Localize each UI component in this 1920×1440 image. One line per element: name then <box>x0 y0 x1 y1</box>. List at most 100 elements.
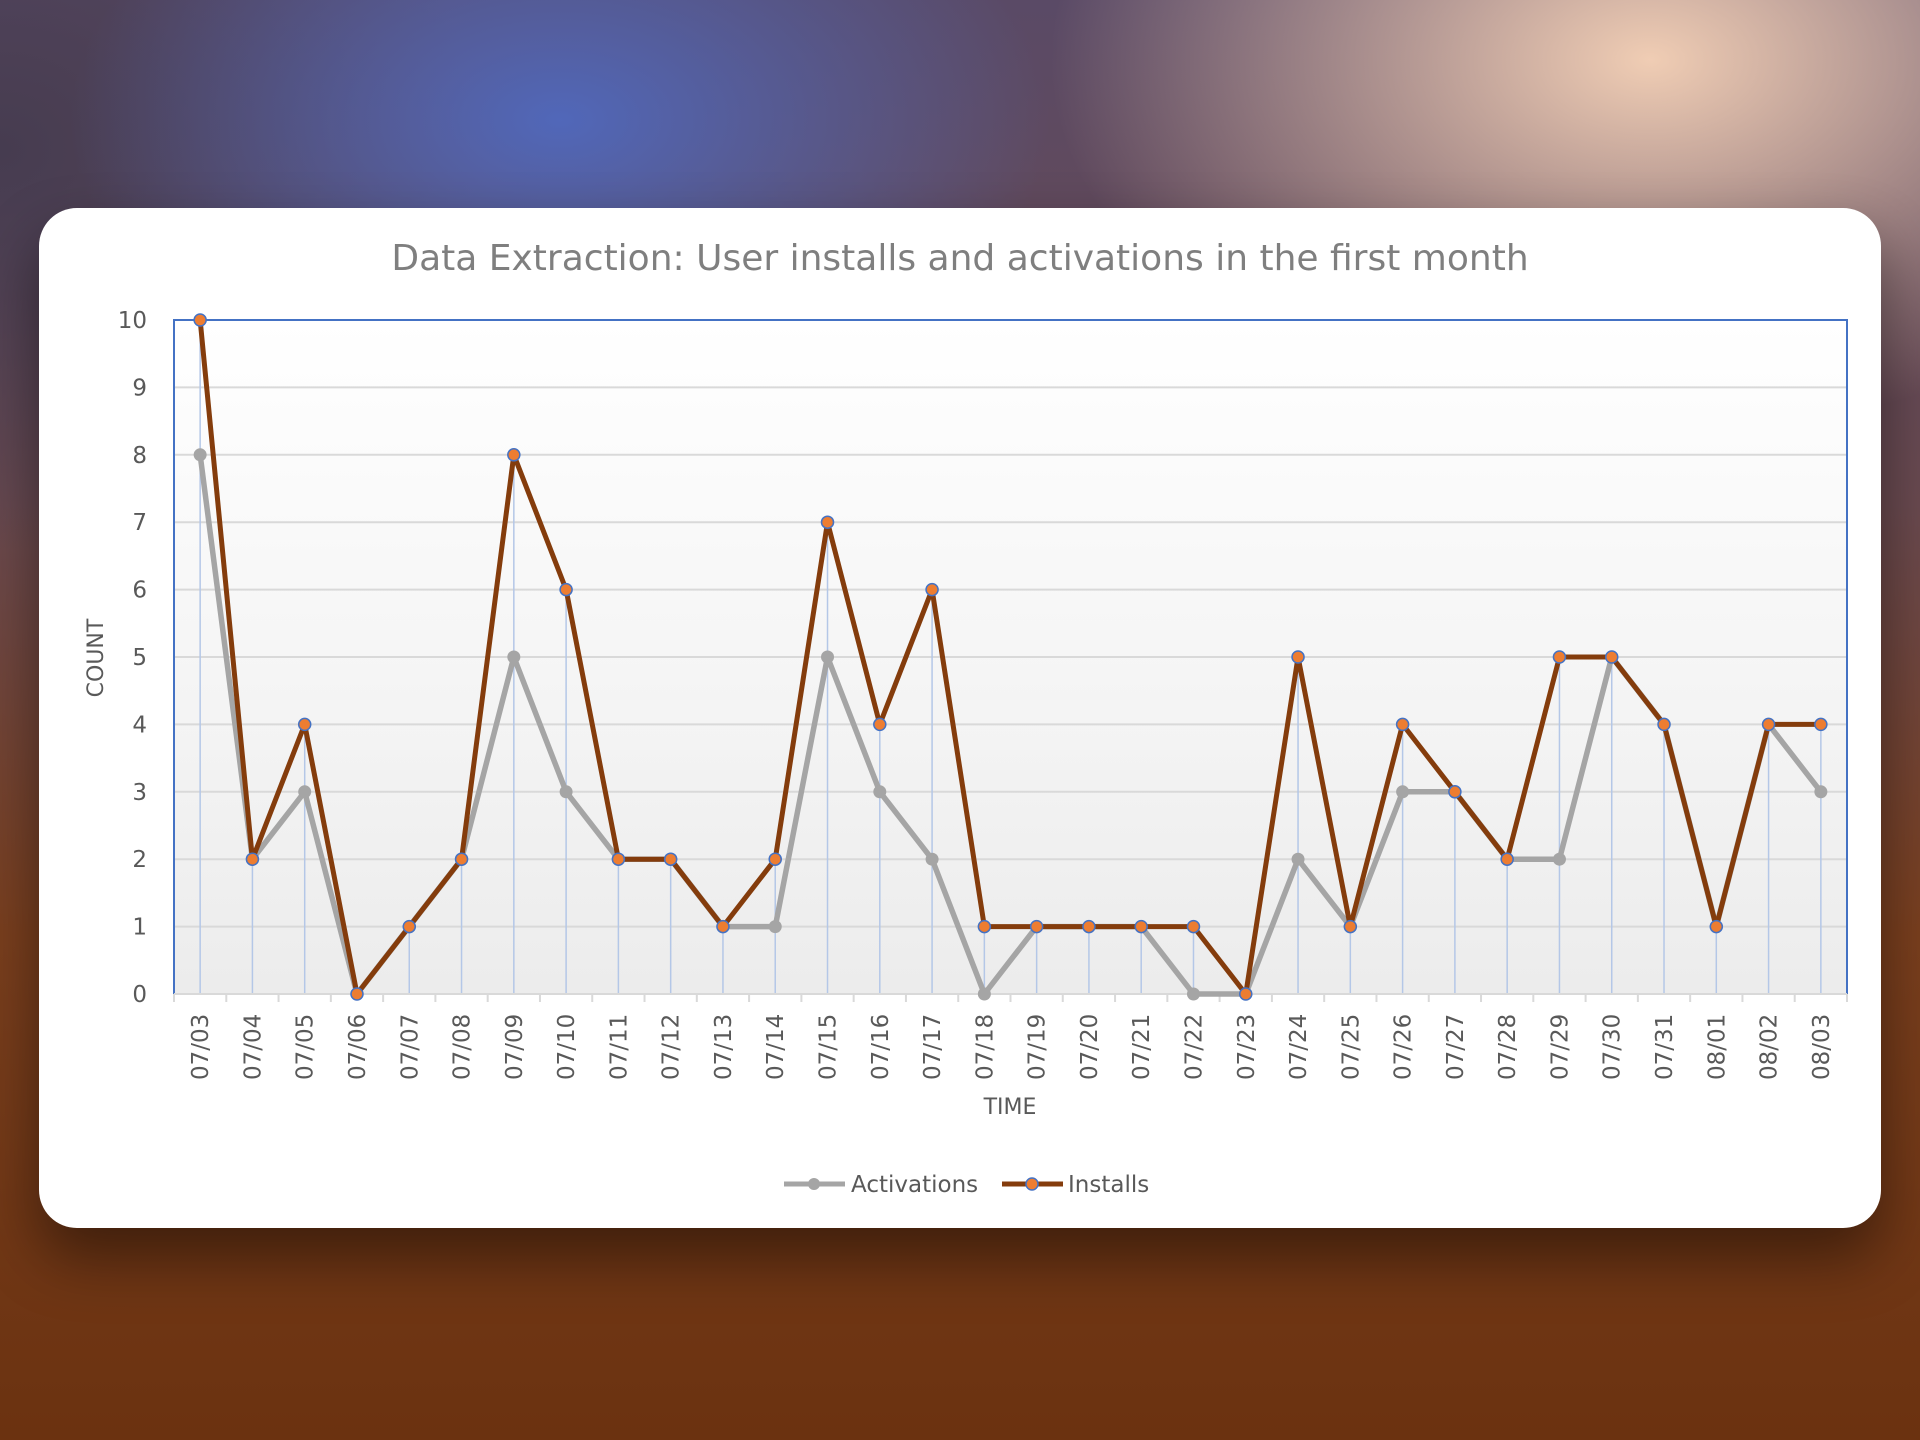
y-tick-label: 4 <box>132 712 147 738</box>
activations-point <box>1814 785 1828 799</box>
x-tick-label: 07/06 <box>345 1014 371 1080</box>
x-tick-label: 07/07 <box>397 1014 423 1080</box>
installs-point <box>1761 717 1776 732</box>
installs-point <box>1657 717 1671 732</box>
x-tick-label: 07/23 <box>1234 1014 1260 1080</box>
x-tick-label: 07/17 <box>920 1014 946 1080</box>
x-tick-label: 07/05 <box>293 1014 319 1080</box>
x-tick-label: 07/14 <box>763 1014 789 1080</box>
installs-point <box>297 717 312 732</box>
x-tick-label: 07/29 <box>1547 1014 1573 1080</box>
legend-activations-marker <box>808 1178 820 1190</box>
legend-installs-marker <box>1025 1177 1039 1191</box>
activations-point <box>559 785 573 799</box>
installs-point <box>350 987 364 1001</box>
installs-point <box>977 919 992 934</box>
activations-point <box>768 920 782 934</box>
x-tick-label: 07/15 <box>816 1014 842 1080</box>
installs-point <box>716 919 730 934</box>
series-line-activations <box>197 454 1824 997</box>
installs-point <box>245 852 260 866</box>
x-tick-label: 07/26 <box>1391 1014 1417 1080</box>
y-tick-label: 1 <box>132 915 147 941</box>
installs-point <box>193 313 207 327</box>
installs-point <box>611 852 626 866</box>
installs-point <box>454 852 469 866</box>
activations-point <box>1396 785 1410 799</box>
installs-point <box>925 582 939 597</box>
activations-point <box>873 785 887 799</box>
x-tick-label: 07/25 <box>1338 1014 1364 1080</box>
installs-point <box>507 448 521 462</box>
plot-border <box>173 319 1848 994</box>
y-tick-label: 3 <box>132 780 147 806</box>
y-tick-label: 8 <box>132 443 147 469</box>
y-tick-label: 9 <box>132 375 147 401</box>
installs-point <box>1291 650 1305 664</box>
installs-point <box>1395 717 1410 732</box>
installs-point <box>1709 919 1724 934</box>
x-tick-label: 07/16 <box>868 1014 894 1080</box>
x-tick-label: 07/04 <box>240 1014 266 1080</box>
installs-point <box>663 852 678 866</box>
installs-point <box>873 717 887 732</box>
x-tick-label: 07/20 <box>1077 1014 1103 1080</box>
activations-point <box>821 650 835 664</box>
installs-point <box>1552 650 1567 664</box>
activations-point <box>1186 987 1200 1001</box>
series-line-installs <box>197 319 1821 997</box>
installs-point <box>1500 852 1514 866</box>
activations-point <box>977 987 991 1001</box>
x-tick-label: 08/03 <box>1809 1014 1835 1080</box>
installs-point <box>1186 919 1201 934</box>
x-axis-label: TIME <box>983 1095 1037 1120</box>
installs-point <box>768 852 782 866</box>
activations-point <box>925 852 939 866</box>
y-axis-label: COUNT <box>84 618 109 697</box>
y-tick-label: 10 <box>118 308 147 334</box>
x-tick-label: 07/30 <box>1600 1014 1626 1080</box>
installs-point <box>1448 785 1462 799</box>
y-tick-label: 0 <box>132 982 147 1008</box>
x-tick-label: 07/12 <box>659 1014 685 1080</box>
activations-point <box>193 448 207 462</box>
x-tick-label: 07/10 <box>554 1014 580 1080</box>
installs-point <box>1029 919 1044 934</box>
installs-point <box>559 582 573 597</box>
y-tick-label: 5 <box>132 645 147 671</box>
installs-point <box>402 919 417 934</box>
chart-title: Data Extraction: User installs and activ… <box>391 238 1528 279</box>
x-tick-label: 07/21 <box>1129 1014 1155 1080</box>
legend-installs-label: Installs <box>1068 1172 1149 1198</box>
legend-activations-label: Activations <box>851 1172 978 1198</box>
x-tick-label: 07/03 <box>188 1014 214 1080</box>
installs-point <box>1814 717 1828 732</box>
x-tick-label: 07/11 <box>606 1014 632 1080</box>
y-tick-label: 6 <box>132 578 147 604</box>
legend: Activations Installs <box>784 1172 1149 1198</box>
x-tick-label: 07/28 <box>1495 1014 1521 1080</box>
x-tick-label: 08/02 <box>1757 1014 1783 1080</box>
x-tick-label: 07/22 <box>1181 1014 1207 1080</box>
y-tick-label: 2 <box>132 847 147 873</box>
activations-point <box>1552 852 1566 866</box>
y-tick-label: 7 <box>132 510 147 536</box>
x-tick-label: 07/24 <box>1286 1014 1312 1080</box>
installs-point <box>820 515 835 529</box>
activations-point <box>1291 852 1305 866</box>
x-tick-label: 07/31 <box>1652 1014 1678 1080</box>
installs-point <box>1604 650 1619 664</box>
x-tick-label: 08/01 <box>1704 1014 1730 1080</box>
installs-point <box>1082 919 1096 934</box>
installs-point <box>1239 987 1253 1001</box>
activations-point <box>507 650 521 664</box>
activations-point <box>298 785 312 799</box>
x-tick-label: 07/13 <box>711 1014 737 1080</box>
x-tick-label: 07/18 <box>972 1014 998 1080</box>
x-tick-label: 07/19 <box>1025 1014 1051 1080</box>
installs-point <box>1343 919 1358 934</box>
x-tick-label: 07/27 <box>1443 1014 1469 1080</box>
x-tick-label: 07/08 <box>450 1014 476 1080</box>
installs-point <box>1134 919 1148 934</box>
